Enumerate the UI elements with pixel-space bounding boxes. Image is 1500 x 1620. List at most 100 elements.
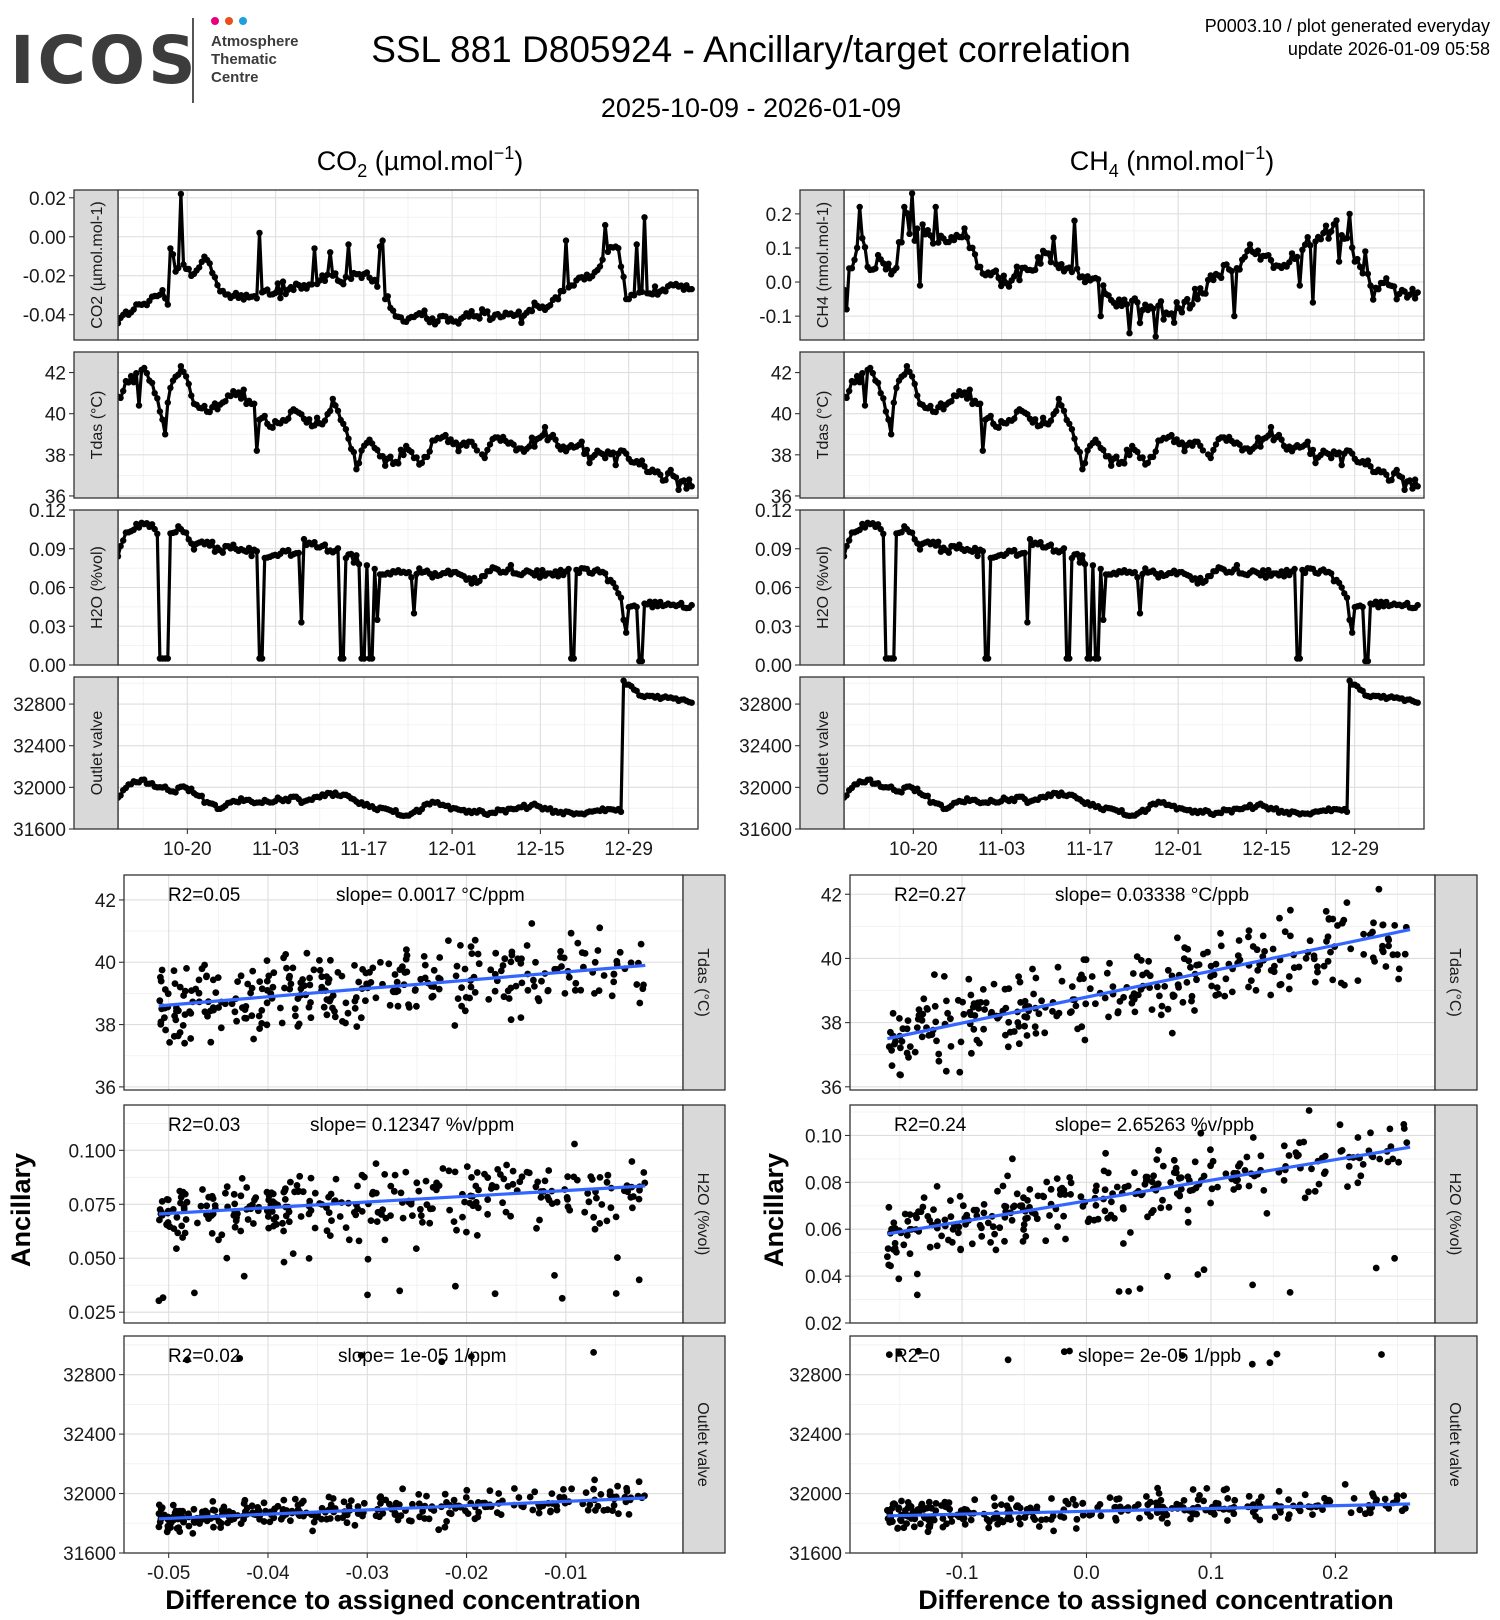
scatter-point xyxy=(155,1523,163,1531)
y-tick-label: 32400 xyxy=(739,737,792,758)
scatter-point xyxy=(343,1511,351,1519)
scatter-point xyxy=(1082,1000,1090,1008)
scatter-point xyxy=(1401,950,1409,958)
strip-label: Tdas (°C) xyxy=(1446,948,1463,1017)
scatter-point xyxy=(210,1006,217,1014)
scatter-point xyxy=(885,1043,893,1051)
regression-line xyxy=(887,1145,1411,1236)
scatter-point xyxy=(1060,1348,1068,1356)
data-point xyxy=(898,789,905,796)
data-point xyxy=(1047,417,1055,424)
data-point xyxy=(340,420,347,427)
data-point xyxy=(211,400,219,407)
scatter-point xyxy=(1184,945,1192,953)
data-point xyxy=(961,225,968,232)
scatter-point xyxy=(931,1002,939,1010)
data-point xyxy=(1191,575,1199,582)
scatter-point xyxy=(1033,1215,1041,1223)
data-point xyxy=(971,251,979,258)
data-point xyxy=(872,265,879,272)
scatter-point xyxy=(1072,1525,1080,1532)
scatter-point xyxy=(1223,1485,1230,1493)
scatter-point xyxy=(1247,977,1255,984)
data-point xyxy=(846,387,853,395)
y-tick-label: 32800 xyxy=(739,695,792,716)
scatter-point xyxy=(1097,1512,1105,1520)
scatter-point xyxy=(637,940,645,948)
scatter-point xyxy=(283,964,290,972)
scatter-point xyxy=(1008,1216,1016,1224)
scatter-point xyxy=(1021,1013,1029,1020)
data-point xyxy=(363,269,371,276)
scatter-point xyxy=(1324,933,1332,941)
scatter-point xyxy=(231,1200,239,1208)
scatter-point xyxy=(939,1515,947,1522)
scatter-point xyxy=(247,989,255,997)
data-point xyxy=(342,426,350,433)
x-tick-label: -0.1 xyxy=(946,1563,979,1584)
scatter-point xyxy=(508,948,516,956)
scatter-point xyxy=(514,955,522,963)
scatter-point xyxy=(1120,993,1127,1001)
strip-label: Outlet valve xyxy=(815,711,832,796)
data-point xyxy=(908,373,916,380)
scatter-point xyxy=(1041,1029,1049,1037)
data-point xyxy=(935,239,942,246)
scatter-point xyxy=(286,985,294,993)
scatter-point xyxy=(917,1520,924,1528)
data-point xyxy=(848,265,856,272)
x-tick-label: -0.03 xyxy=(346,1563,389,1584)
data-point xyxy=(570,655,577,662)
x-tick-label: -0.04 xyxy=(246,1563,290,1584)
scatter-point xyxy=(1013,1190,1021,1198)
data-point xyxy=(1081,561,1089,568)
scatter-point xyxy=(417,975,425,983)
y-tick-label: 38 xyxy=(45,446,66,467)
scatter-point xyxy=(895,1349,903,1357)
scatter-point xyxy=(1343,899,1351,906)
scatter-point xyxy=(968,1240,976,1248)
data-point xyxy=(387,453,394,460)
scatter-point xyxy=(1112,1514,1119,1522)
data-point xyxy=(1307,242,1314,249)
data-point xyxy=(1081,278,1089,286)
data-point xyxy=(1291,565,1298,573)
scatter-point xyxy=(499,1199,506,1207)
scatter-point xyxy=(596,1220,604,1227)
scatter-point xyxy=(399,963,406,971)
scatter-point xyxy=(1092,1000,1099,1008)
data-point xyxy=(1406,291,1414,298)
data-point xyxy=(890,655,897,662)
scatter-point xyxy=(1050,1527,1057,1535)
scatter-point xyxy=(941,1503,949,1510)
regression-line xyxy=(158,963,646,1008)
data-point xyxy=(882,266,890,273)
scatter-point xyxy=(541,1177,549,1185)
scatter-point xyxy=(367,979,375,986)
scatter-point xyxy=(491,987,499,995)
data-point xyxy=(932,408,939,416)
icos-logo: ICOS Atmosphere Thematic Centre xyxy=(10,17,299,103)
scatter-point xyxy=(914,1506,922,1513)
scatter-point xyxy=(399,1214,407,1222)
data-point xyxy=(1356,263,1364,271)
scatter-point xyxy=(237,1192,245,1200)
scatter-point xyxy=(924,1213,932,1220)
data-point xyxy=(1212,441,1220,448)
scatter-point xyxy=(1234,1176,1241,1184)
slope-annotation: slope= 0.0017 °C/ppm xyxy=(336,885,525,906)
scatter-point xyxy=(536,1216,543,1224)
data-point xyxy=(914,392,921,399)
data-point xyxy=(924,227,931,234)
strip-label: H2O (%vol) xyxy=(1446,1173,1463,1256)
scatter-point xyxy=(413,1002,420,1010)
scatter-point xyxy=(1104,1169,1112,1177)
scatter-point xyxy=(1321,1168,1329,1176)
scatter-point xyxy=(1114,1009,1122,1017)
scatter-point xyxy=(1094,1504,1102,1511)
scatter-point xyxy=(1235,937,1243,944)
data-point xyxy=(1301,569,1309,577)
scatter-point xyxy=(379,1206,386,1214)
data-point xyxy=(1126,451,1133,459)
data-point xyxy=(484,308,491,315)
